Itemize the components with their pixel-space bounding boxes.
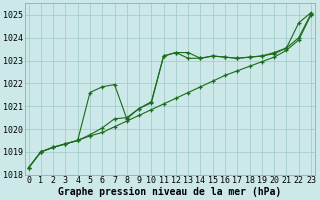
X-axis label: Graphe pression niveau de la mer (hPa): Graphe pression niveau de la mer (hPa) [58,186,281,197]
